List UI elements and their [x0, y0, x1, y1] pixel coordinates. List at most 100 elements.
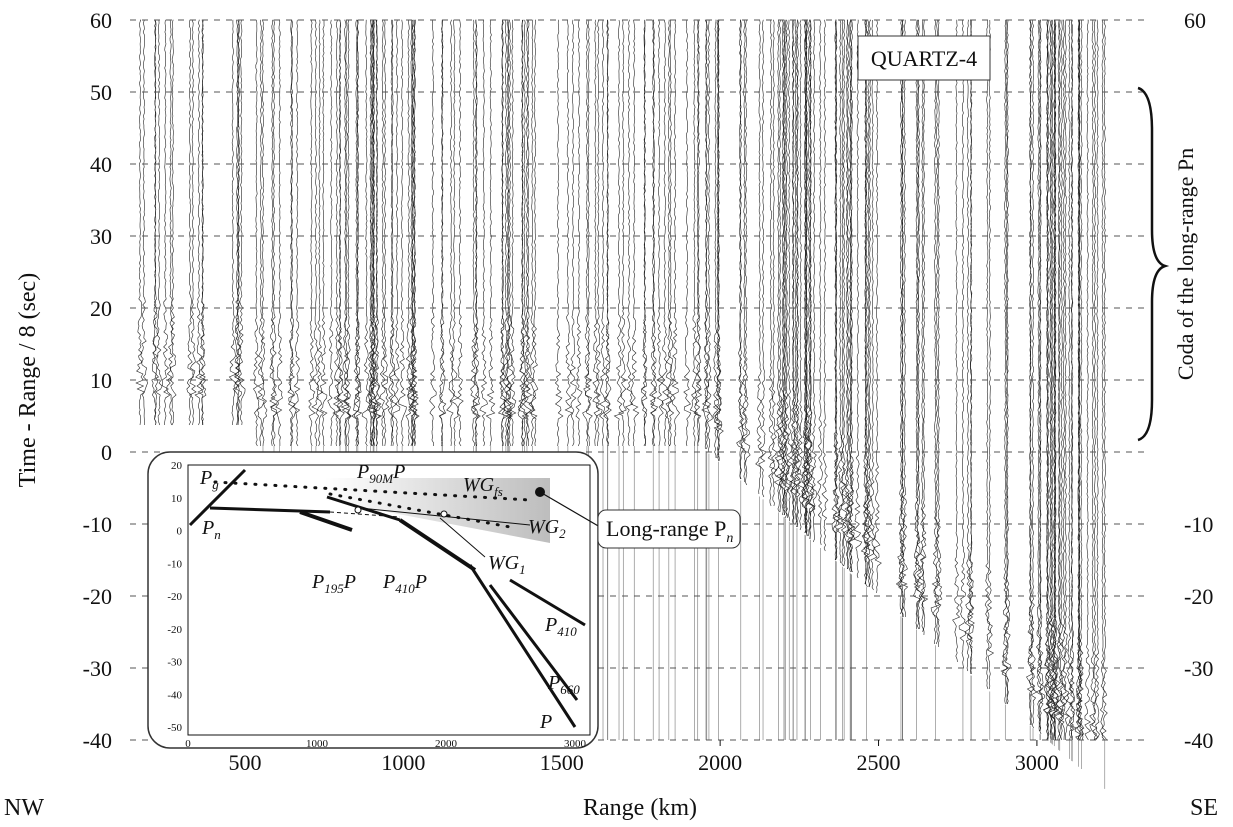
trace — [898, 19, 908, 618]
trace — [288, 19, 297, 447]
trace — [373, 19, 382, 447]
inset-curves — [188, 468, 601, 728]
trace — [865, 19, 875, 588]
trace — [188, 19, 197, 426]
y-tick-label: -10 — [83, 512, 112, 537]
right-y-tick-label: -40 — [1184, 728, 1213, 753]
trace — [327, 19, 336, 447]
trace — [625, 19, 634, 447]
trace — [920, 19, 929, 636]
trace — [564, 19, 573, 447]
trace — [456, 19, 464, 447]
trace — [1084, 19, 1092, 741]
trace — [773, 19, 782, 513]
trace — [1054, 19, 1063, 741]
trace — [793, 19, 801, 528]
trace — [319, 19, 328, 447]
trace — [521, 19, 532, 447]
trace — [569, 19, 577, 447]
right-y-tick-label: -30 — [1184, 656, 1213, 681]
trace — [398, 19, 407, 447]
trace — [502, 19, 511, 447]
trace — [736, 19, 745, 480]
trace — [528, 19, 538, 447]
trace — [832, 19, 841, 561]
trace — [592, 19, 600, 447]
callout-box — [597, 509, 741, 549]
trace — [845, 19, 853, 570]
trace — [582, 19, 591, 447]
trace — [505, 19, 514, 447]
right-y-tick-label: -20 — [1184, 584, 1213, 609]
trace — [237, 19, 246, 426]
trace — [984, 19, 991, 690]
phase-sub: n — [214, 527, 221, 542]
trace — [1065, 19, 1075, 741]
phase-name: P — [356, 461, 369, 483]
trace — [805, 19, 814, 537]
trace — [252, 19, 260, 447]
trace — [140, 19, 148, 425]
trace — [958, 19, 967, 669]
trace — [308, 19, 316, 447]
trace — [450, 19, 459, 447]
trace — [232, 19, 241, 426]
trace — [1029, 19, 1038, 729]
trace — [1042, 19, 1053, 741]
phase-sub: 660 — [560, 682, 580, 697]
trace — [368, 19, 374, 447]
trace — [519, 19, 530, 447]
trace — [392, 19, 401, 447]
phase-sub: 410 — [557, 624, 577, 639]
x-tick-label: 3000 — [1015, 750, 1059, 775]
phase-label: Pg — [199, 467, 219, 492]
trace — [335, 19, 344, 447]
y-tick-label: 10 — [90, 368, 112, 393]
trace — [689, 19, 699, 447]
trace — [1004, 19, 1011, 705]
trace — [429, 19, 437, 447]
trace — [584, 19, 593, 447]
trace — [783, 19, 791, 519]
phase-label: P410 — [544, 614, 577, 639]
trace — [755, 19, 764, 495]
trace — [438, 19, 446, 447]
trace — [344, 19, 352, 447]
trace — [446, 19, 455, 447]
trace — [649, 19, 659, 447]
trace — [840, 19, 849, 567]
trace — [479, 19, 488, 447]
trace — [603, 19, 612, 447]
trace — [508, 19, 517, 447]
right-y-tick-label: 60 — [1184, 8, 1206, 33]
x-tick-label: 2500 — [857, 750, 901, 775]
trace — [952, 19, 961, 663]
y-tick-label: -40 — [83, 728, 112, 753]
trace — [831, 19, 840, 561]
phase-name: P — [544, 614, 557, 636]
trace — [1059, 19, 1067, 741]
trace — [410, 19, 420, 447]
trace — [1074, 19, 1083, 741]
trace — [821, 19, 829, 552]
phase-label: P90MP — [356, 461, 405, 486]
x-tick-label: 1000 — [381, 750, 425, 775]
trace — [863, 19, 872, 588]
trace — [758, 19, 767, 498]
trace — [1077, 19, 1085, 741]
trace — [336, 19, 345, 447]
trace — [1050, 19, 1059, 740]
trace — [1099, 19, 1105, 741]
phase-name: P — [539, 711, 552, 733]
trace — [844, 19, 851, 570]
trace — [524, 19, 533, 447]
trace — [863, 19, 871, 588]
trace — [169, 19, 177, 426]
trace — [848, 19, 856, 573]
callout-sub: n — [726, 531, 733, 546]
inset-x-tick-label: 1000 — [306, 738, 329, 750]
trace — [671, 19, 680, 447]
trace — [389, 19, 398, 447]
trace — [767, 19, 775, 507]
